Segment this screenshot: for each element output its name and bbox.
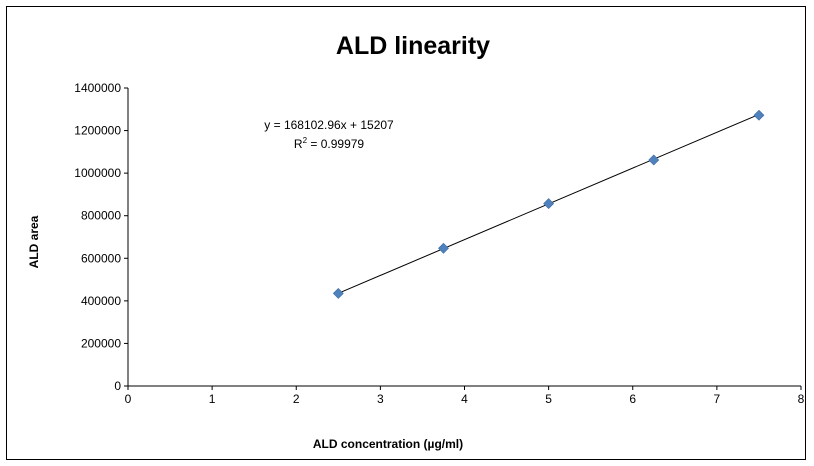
y-tick-label: 1000000: [74, 166, 121, 180]
r-squared-value: = 0.99979: [307, 137, 364, 151]
data-point: [648, 154, 660, 166]
x-tick-label: 4: [461, 392, 468, 406]
data-points: [332, 109, 765, 299]
r-squared-sup: 2: [303, 136, 308, 145]
y-tick-label: 1200000: [74, 124, 121, 138]
data-point: [753, 109, 765, 121]
chart-area: ALD linearity 0 200000 400000 600000 800000 1…: [6, 6, 806, 460]
chart-svg: ALD linearity 0 200000 400000 600000 800000 1…: [27, 32, 805, 451]
x-axis-label: ALD concentration (µg/ml): [313, 437, 463, 451]
x-tick-label: 5: [545, 392, 552, 406]
x-tick-label: 6: [629, 392, 636, 406]
x-tick-label: 3: [377, 392, 384, 406]
y-tick-label: 400000: [81, 294, 121, 308]
r-squared-prefix: R: [294, 137, 303, 151]
data-point: [332, 287, 344, 299]
y-tick-label: 0: [114, 379, 121, 393]
data-point: [438, 242, 449, 254]
y-tick-label: 600000: [81, 251, 121, 265]
x-tick-label: 7: [714, 392, 721, 406]
x-tick-label: 1: [209, 392, 216, 406]
y-tick-label: 800000: [81, 209, 121, 223]
y-axis-label: ALD area: [27, 215, 41, 268]
data-point: [543, 198, 555, 210]
x-tick-label: 2: [293, 392, 300, 406]
trendline-equation: y = 168102.96x + 15207: [264, 118, 394, 132]
y-tick-label: 200000: [81, 336, 121, 350]
x-axis: 0 1 2 3 4 5 6 7 8: [125, 385, 805, 406]
y-axis: 0 200000 400000 600000 800000 1000000 1200000 1…: [74, 81, 129, 393]
x-tick-label: 0: [125, 392, 132, 406]
x-tick-label: 8: [798, 392, 805, 406]
r-squared-label: R2 = 0.99979: [294, 136, 365, 151]
y-tick-label: 1400000: [74, 81, 121, 95]
chart-title: ALD linearity: [336, 32, 490, 60]
